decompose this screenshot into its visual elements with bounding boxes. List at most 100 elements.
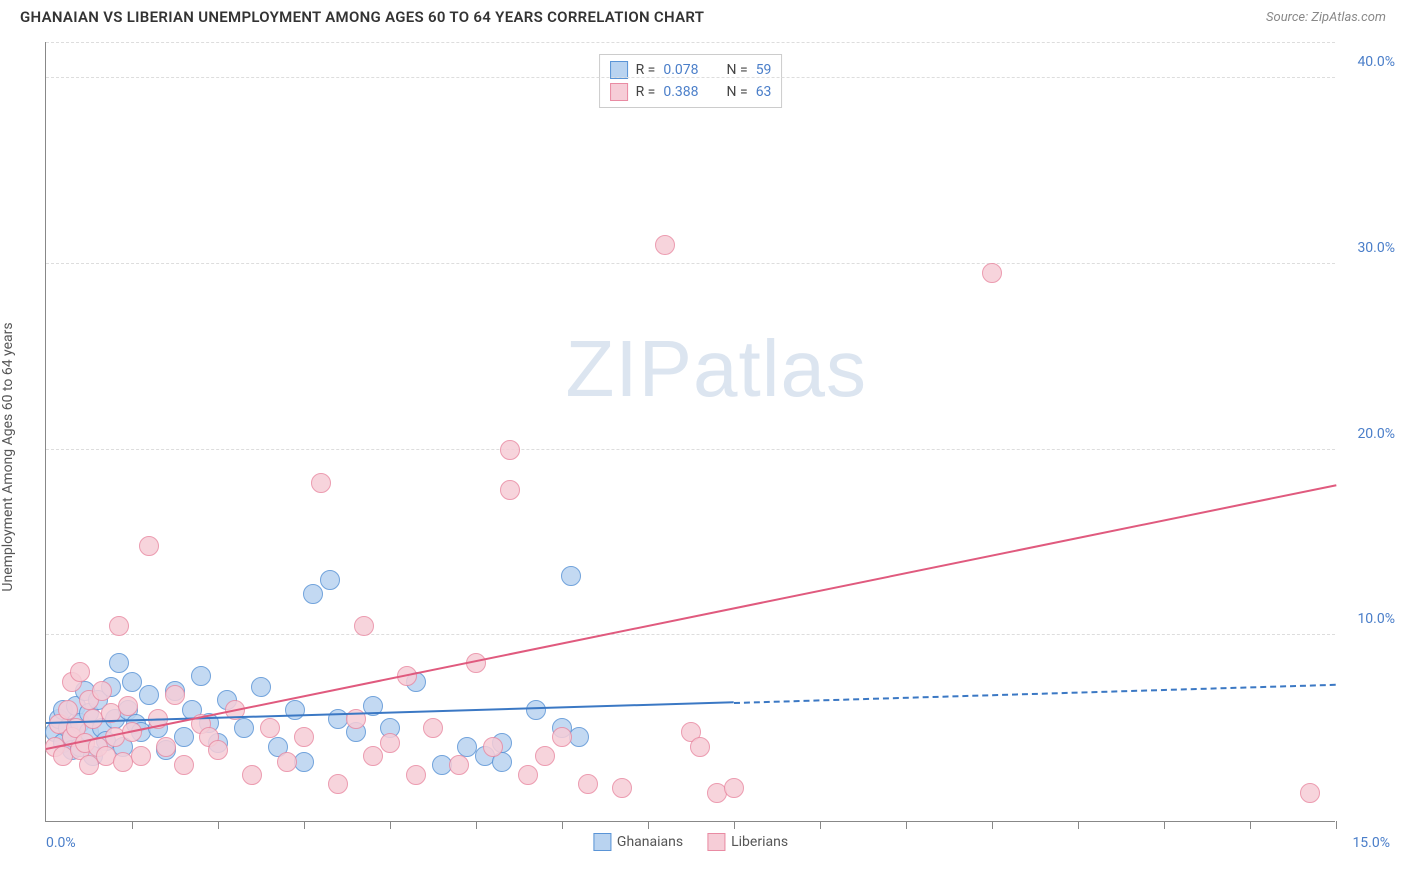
legend-top: R = 0.078 N = 59 R = 0.388 N = 63	[599, 54, 783, 108]
data-point	[380, 733, 400, 753]
data-point	[139, 685, 159, 705]
x-tick	[132, 821, 133, 829]
x-tick	[218, 821, 219, 829]
data-point	[449, 755, 469, 775]
gridline	[46, 263, 1335, 264]
data-point	[139, 536, 159, 556]
header-bar: GHANAIAN VS LIBERIAN UNEMPLOYMENT AMONG …	[0, 0, 1406, 32]
x-tick	[734, 821, 735, 829]
legend-swatch	[593, 833, 611, 851]
data-point	[423, 718, 443, 738]
y-axis-label: Unemployment Among Ages 60 to 64 years	[0, 322, 16, 591]
x-tick	[304, 821, 305, 829]
x-tick	[1078, 821, 1079, 829]
gridline	[46, 449, 1335, 450]
data-point	[294, 727, 314, 747]
x-axis-max-label: 15.0%	[1352, 835, 1390, 851]
data-point	[328, 774, 348, 794]
data-point	[724, 778, 744, 798]
x-tick	[992, 821, 993, 829]
legend-n-label: N =	[727, 62, 748, 78]
legend-r-label: R =	[636, 84, 656, 100]
legend-r-label: R =	[636, 62, 656, 78]
data-point	[277, 752, 297, 772]
gridline	[46, 634, 1335, 635]
data-point	[109, 616, 129, 636]
legend-item: Liberians	[707, 833, 788, 851]
data-point	[92, 681, 112, 701]
data-point	[311, 473, 331, 493]
legend-n-value: 63	[756, 84, 772, 100]
watermark-part2: atlas	[693, 324, 867, 413]
x-tick	[1164, 821, 1165, 829]
data-point	[260, 718, 280, 738]
chart-title: GHANAIAN VS LIBERIAN UNEMPLOYMENT AMONG …	[20, 8, 704, 26]
data-point	[552, 727, 572, 747]
data-point	[655, 235, 675, 255]
x-tick	[476, 821, 477, 829]
legend-item: Ghanaians	[593, 833, 683, 851]
data-point	[363, 746, 383, 766]
data-point	[70, 662, 90, 682]
x-tick	[1250, 821, 1251, 829]
data-point	[174, 727, 194, 747]
data-point	[1300, 783, 1320, 803]
data-point	[320, 570, 340, 590]
data-point	[131, 746, 151, 766]
data-point	[303, 584, 323, 604]
legend-bottom: Ghanaians Liberians	[593, 833, 788, 851]
x-tick	[820, 821, 821, 829]
data-point	[251, 677, 271, 697]
y-tick-label: 40.0%	[1357, 54, 1395, 70]
data-point	[234, 718, 254, 738]
data-point	[500, 440, 520, 460]
x-tick	[390, 821, 391, 829]
data-point	[518, 765, 538, 785]
legend-label: Ghanaians	[617, 834, 683, 850]
data-point	[535, 746, 555, 766]
data-point	[526, 700, 546, 720]
watermark-part1: ZIP	[566, 324, 693, 413]
data-point	[690, 737, 710, 757]
data-point	[156, 737, 176, 757]
data-point	[483, 737, 503, 757]
watermark: ZIPatlas	[566, 323, 867, 415]
data-point	[578, 774, 598, 794]
legend-label: Liberians	[731, 834, 788, 850]
legend-swatch	[610, 83, 628, 101]
data-point	[58, 700, 78, 720]
data-point	[406, 765, 426, 785]
data-point	[165, 685, 185, 705]
trend-line	[734, 683, 1336, 703]
x-axis-min-label: 0.0%	[46, 835, 76, 851]
y-tick-label: 10.0%	[1357, 611, 1395, 627]
data-point	[242, 765, 262, 785]
data-point	[118, 696, 138, 716]
data-point	[191, 666, 211, 686]
data-point	[294, 752, 314, 772]
data-point	[561, 566, 581, 586]
gridline	[46, 42, 1335, 43]
data-point	[174, 755, 194, 775]
legend-r-value: 0.078	[663, 62, 698, 78]
data-point	[612, 778, 632, 798]
data-point	[109, 653, 129, 673]
gridline	[46, 77, 1335, 78]
data-point	[354, 616, 374, 636]
data-point	[569, 727, 589, 747]
plot-area: ZIPatlas R =0.078N =59R =0.388N =63 Ghan…	[45, 42, 1335, 822]
y-tick-label: 20.0%	[1357, 426, 1395, 442]
data-point	[122, 672, 142, 692]
x-tick	[906, 821, 907, 829]
legend-swatch	[707, 833, 725, 851]
y-tick-label: 30.0%	[1357, 240, 1395, 256]
legend-r-value: 0.388	[663, 84, 698, 100]
source-label: Source: ZipAtlas.com	[1266, 10, 1386, 25]
legend-n-value: 59	[756, 62, 772, 78]
chart-container: Unemployment Among Ages 60 to 64 years Z…	[0, 32, 1406, 882]
data-point	[500, 480, 520, 500]
x-tick	[1336, 821, 1337, 829]
legend-row: R = 0.388 N = 63	[610, 81, 772, 103]
x-tick	[648, 821, 649, 829]
legend-n-label: N =	[727, 84, 748, 100]
